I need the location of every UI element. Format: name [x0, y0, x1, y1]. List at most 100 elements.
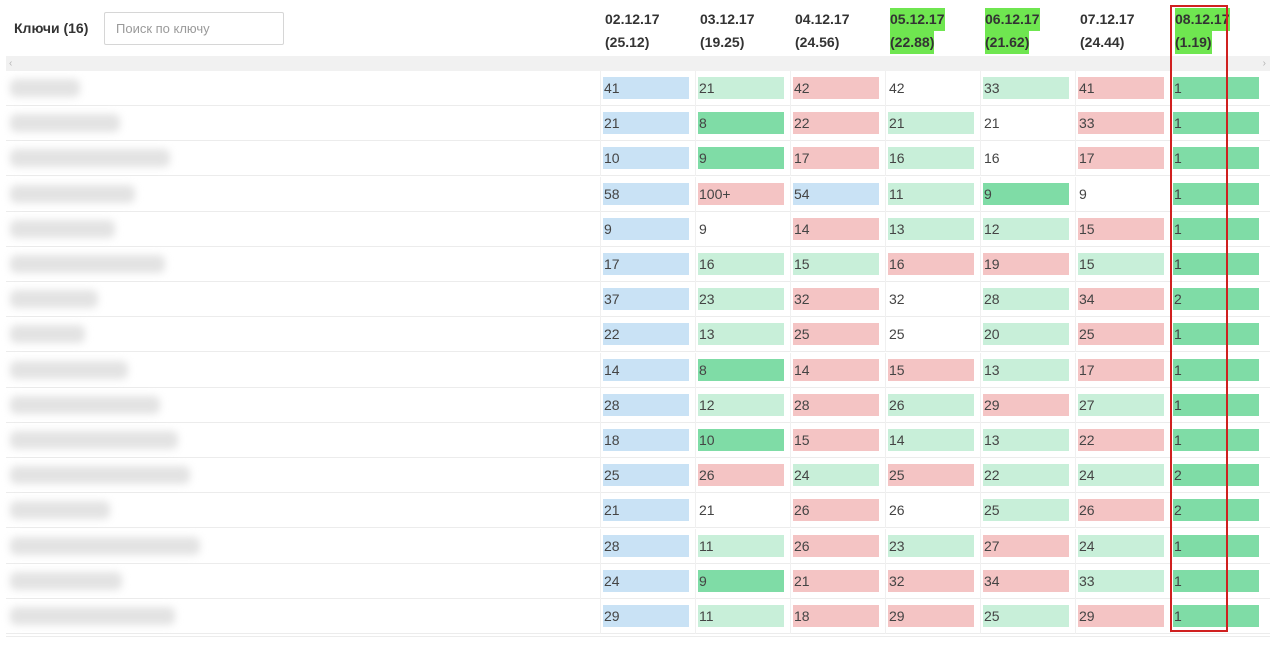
divider: [6, 636, 1270, 637]
position-cell: 26: [790, 528, 885, 564]
position-cell: 16: [885, 247, 980, 282]
position-cell: 29: [1075, 599, 1170, 634]
table-row: 9 9 14 13 12 15 1: [6, 211, 1270, 247]
blurred-keyword: [10, 360, 128, 379]
table-row: 21 21 26 26 25 26 2: [6, 493, 1270, 529]
blurred-keyword: [10, 219, 115, 238]
position-cell: 8: [695, 106, 790, 142]
position-cell: 14: [790, 352, 885, 388]
position-value: 25: [603, 464, 689, 487]
scroll-left-icon[interactable]: ‹: [9, 58, 13, 69]
position-value: 29: [603, 605, 689, 627]
blurred-keyword: [10, 149, 170, 168]
position-value: 18: [603, 429, 689, 451]
position-cell: 1: [1170, 528, 1265, 564]
position-value: 2: [1173, 499, 1259, 522]
position-value: 28: [603, 393, 689, 416]
position-value: 13: [983, 429, 1069, 451]
position-value: 1: [1173, 569, 1259, 592]
position-value: 21: [984, 115, 1000, 132]
position-cell: 22: [600, 317, 695, 353]
date-column-header[interactable]: 03.12.17 (19.25): [695, 8, 790, 54]
date-label: 06.12.17: [985, 8, 1040, 31]
position-cell: 1: [1170, 317, 1265, 353]
position-value: 27: [1078, 393, 1164, 416]
position-value: 25: [793, 323, 879, 346]
position-value: 17: [603, 253, 689, 275]
position-cell: 11: [695, 528, 790, 564]
table-row: 17 16 15 16 19 15 1: [6, 247, 1270, 282]
position-value: 54: [793, 182, 879, 205]
position-value: 26: [888, 393, 974, 416]
position-cell: 21: [695, 71, 790, 106]
position-cell: 29: [980, 387, 1075, 423]
position-cell: 22: [1075, 423, 1170, 458]
position-value: 17: [1078, 147, 1164, 170]
position-value: 20: [983, 323, 1069, 346]
position-cell: 1: [1170, 387, 1265, 423]
position-cell: 41: [1075, 71, 1170, 106]
position-cell: 17: [1075, 141, 1170, 177]
position-cell: 15: [1075, 247, 1170, 282]
position-cell: 15: [1075, 211, 1170, 247]
date-column-header[interactable]: 06.12.17 (21.62): [980, 8, 1075, 54]
date-column-header[interactable]: 08.12.17 (1.19): [1170, 8, 1265, 54]
position-value: 1: [1173, 393, 1259, 416]
position-value: 15: [1078, 253, 1164, 275]
position-cell: 21: [980, 106, 1075, 142]
position-cell: 11: [885, 176, 980, 212]
position-cell: 18: [600, 423, 695, 458]
blurred-keyword: [10, 501, 110, 520]
keyword-search-input[interactable]: [104, 12, 284, 45]
horizontal-scrollbar[interactable]: ‹ ›: [6, 56, 1270, 71]
table-row: 22 13 25 25 20 25 1: [6, 317, 1270, 353]
position-value: 29: [983, 393, 1069, 416]
position-cell: 12: [695, 387, 790, 423]
date-column-header[interactable]: 02.12.17 (25.12): [600, 8, 695, 54]
position-value: 29: [1078, 605, 1164, 627]
position-cell: 33: [1075, 563, 1170, 599]
position-value: 10: [698, 429, 784, 451]
average-position-label: (1.19): [1175, 31, 1212, 54]
date-column-header[interactable]: 07.12.17 (24.44): [1075, 8, 1170, 54]
position-value: 32: [888, 569, 974, 592]
position-value: 22: [603, 323, 689, 346]
position-cell: 21: [695, 493, 790, 529]
position-value: 22: [1078, 429, 1164, 451]
position-cell: 22: [980, 458, 1075, 494]
blurred-keyword: [10, 571, 122, 590]
position-value: 17: [1078, 358, 1164, 381]
position-value: 15: [888, 358, 974, 381]
position-value: 1: [1173, 534, 1259, 557]
position-cell: 1: [1170, 106, 1265, 142]
position-value: 33: [1078, 112, 1164, 135]
position-cell: 41: [600, 71, 695, 106]
position-cell: 25: [885, 458, 980, 494]
date-column-header[interactable]: 04.12.17 (24.56): [790, 8, 885, 54]
table-row: 21 8 22 21 21 33 1: [6, 106, 1270, 142]
position-value: 26: [889, 502, 905, 519]
position-cell: 10: [695, 423, 790, 458]
position-value: 24: [603, 569, 689, 592]
position-value: 11: [698, 534, 784, 557]
position-cell: 14: [790, 211, 885, 247]
position-cell: 13: [695, 317, 790, 353]
date-column-header[interactable]: 05.12.17 (22.88): [885, 8, 980, 54]
position-value: 9: [699, 220, 707, 237]
scroll-right-icon[interactable]: ›: [1262, 58, 1266, 69]
blurred-keyword: [10, 255, 165, 273]
position-value: 27: [983, 534, 1069, 557]
position-value: 21: [699, 502, 715, 519]
position-value: 42: [889, 80, 905, 96]
position-cell: 28: [600, 387, 695, 423]
position-value: 15: [1078, 217, 1164, 240]
date-label: 02.12.17: [605, 11, 660, 27]
position-value: 13: [698, 323, 784, 346]
position-value: 15: [793, 429, 879, 451]
blurred-keyword: [10, 79, 80, 97]
position-value: 19: [983, 253, 1069, 275]
position-cell: 26: [885, 493, 980, 529]
position-value: 28: [793, 393, 879, 416]
table-row: 58 100+ 54 11 9 9 1: [6, 176, 1270, 212]
position-cell: 13: [980, 352, 1075, 388]
